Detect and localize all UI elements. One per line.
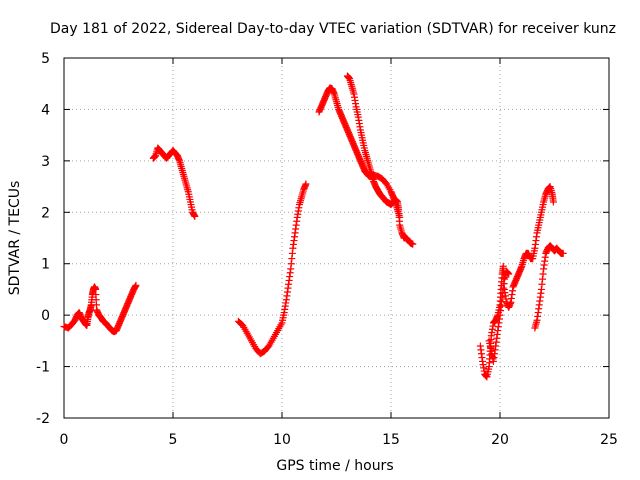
y-tick-label: 5 (41, 51, 50, 67)
data-point (409, 240, 417, 248)
y-tick-label: -2 (36, 411, 50, 427)
data-point (302, 180, 310, 188)
chart-title: Day 181 of 2022, Sidereal Day-to-day VTE… (50, 21, 616, 37)
x-tick-label: 0 (60, 432, 69, 448)
y-tick-label: 3 (41, 154, 50, 170)
data-point (132, 281, 140, 289)
plot-frame (63, 57, 610, 419)
axes: 0 5 10 15 20 25 -2 -1 0 1 2 3 4 5 (36, 51, 618, 448)
x-tick-label: 5 (169, 432, 178, 448)
y-tick-label: 0 (41, 308, 50, 324)
x-axis-label: GPS time / hours (276, 458, 393, 474)
x-tick-label: 15 (382, 432, 400, 448)
data-point (191, 212, 199, 220)
y-axis-label: SDTVAR / TECUs (7, 181, 23, 296)
x-tick-label: 20 (491, 432, 509, 448)
data-point (559, 249, 567, 257)
y-tick-label: -1 (36, 360, 50, 376)
y-tick-label: 4 (41, 102, 50, 118)
data-point (549, 198, 557, 206)
x-tick-label: 10 (273, 432, 291, 448)
data-points (60, 72, 567, 381)
y-tick-label: 1 (41, 257, 50, 273)
x-tick-label: 25 (600, 432, 618, 448)
data-point (505, 270, 513, 278)
y-tick-label: 2 (41, 205, 50, 221)
